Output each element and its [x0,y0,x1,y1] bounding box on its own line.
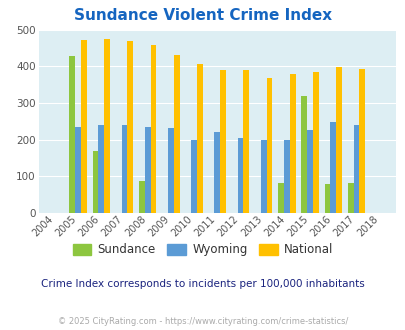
Bar [69,56,75,213]
Bar [92,150,98,213]
Bar [168,128,173,213]
Bar [312,72,318,213]
Bar [324,183,330,213]
Bar [283,140,289,213]
Bar [301,96,306,213]
Bar [330,122,335,213]
Bar [75,127,81,213]
Bar [196,64,202,213]
Bar [127,42,133,213]
Bar [150,46,156,213]
Text: © 2025 CityRating.com - https://www.cityrating.com/crime-statistics/: © 2025 CityRating.com - https://www.city… [58,317,347,326]
Bar [243,70,249,213]
Bar [214,132,220,213]
Bar [237,138,243,213]
Bar [277,183,283,213]
Legend: Sundance, Wyoming, National: Sundance, Wyoming, National [68,239,337,261]
Bar [144,127,150,213]
Bar [220,70,225,213]
Bar [81,40,87,213]
Bar [347,183,353,213]
Text: Crime Index corresponds to incidents per 100,000 inhabitants: Crime Index corresponds to incidents per… [41,279,364,289]
Bar [260,140,266,213]
Bar [306,130,312,213]
Bar [173,54,179,213]
Bar [289,74,295,213]
Bar [98,124,104,213]
Bar [353,124,358,213]
Bar [335,67,341,213]
Bar [139,181,144,213]
Bar [358,69,364,213]
Text: Sundance Violent Crime Index: Sundance Violent Crime Index [74,8,331,23]
Bar [266,78,272,213]
Bar [121,124,127,213]
Bar [104,39,110,213]
Bar [191,140,196,213]
